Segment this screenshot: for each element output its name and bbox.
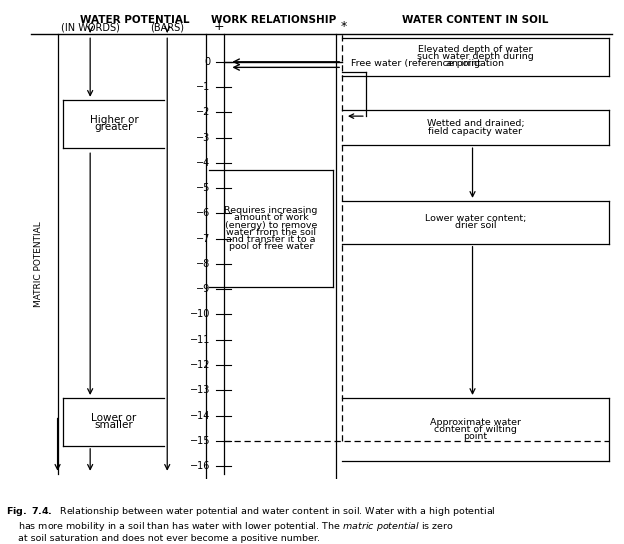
Text: −9: −9 — [197, 284, 210, 294]
Text: −1: −1 — [197, 82, 210, 92]
Text: +: + — [213, 20, 224, 33]
Text: Lower water content;: Lower water content; — [425, 214, 526, 223]
Text: greater: greater — [95, 122, 133, 132]
Text: −5: −5 — [196, 183, 210, 193]
Text: (IN WORDS): (IN WORDS) — [61, 23, 120, 33]
Text: −10: −10 — [190, 310, 210, 319]
Text: WATER POTENTIAL: WATER POTENTIAL — [80, 15, 189, 25]
Text: amount of work: amount of work — [233, 213, 308, 222]
Text: WORK RELATIONSHIP: WORK RELATIONSHIP — [212, 15, 336, 25]
Text: WATER CONTENT IN SOIL: WATER CONTENT IN SOIL — [402, 15, 548, 25]
Text: −16: −16 — [190, 461, 210, 471]
Text: 0: 0 — [205, 57, 210, 67]
Text: smaller: smaller — [94, 421, 134, 430]
Text: −15: −15 — [190, 436, 210, 446]
Text: −8: −8 — [197, 259, 210, 269]
Text: $\mathbf{Fig.\ 7.4.}$  Relationship between water potential and water content in: $\mathbf{Fig.\ 7.4.}$ Relationship betwe… — [6, 505, 496, 543]
Text: Free water (reference point: Free water (reference point — [351, 59, 481, 69]
Text: −12: −12 — [190, 360, 210, 370]
Text: (energy) to remove: (energy) to remove — [225, 220, 317, 230]
Text: −4: −4 — [197, 158, 210, 168]
Text: Lower or: Lower or — [91, 413, 137, 423]
Text: point: point — [464, 432, 487, 441]
Text: Wetted and drained;: Wetted and drained; — [427, 120, 524, 128]
Text: −2: −2 — [196, 107, 210, 118]
Text: −7: −7 — [196, 234, 210, 244]
Text: −6: −6 — [197, 208, 210, 218]
Text: *: * — [340, 20, 346, 33]
Text: −13: −13 — [190, 385, 210, 395]
Text: Requires increasing: Requires increasing — [224, 206, 318, 215]
Text: MATRIC POTENTIAL: MATRIC POTENTIAL — [34, 221, 42, 307]
Text: pool of free water: pool of free water — [229, 242, 313, 251]
Text: Approximate water: Approximate water — [430, 418, 521, 427]
Text: such water depth during: such water depth during — [417, 52, 534, 61]
Text: −14: −14 — [190, 411, 210, 421]
Text: and transfer it to a: and transfer it to a — [227, 234, 316, 244]
Text: Higher or: Higher or — [89, 115, 139, 125]
Text: field capacity water: field capacity water — [429, 127, 522, 135]
Text: (BARS): (BARS) — [150, 23, 184, 33]
Text: −11: −11 — [190, 335, 210, 345]
Text: Elevated depth of water: Elevated depth of water — [418, 45, 533, 54]
Text: content of wilting: content of wilting — [434, 425, 517, 434]
Text: drier soil: drier soil — [455, 221, 496, 230]
Text: −3: −3 — [197, 133, 210, 143]
Text: water from the soil: water from the soil — [226, 227, 316, 237]
Text: an irrigation: an irrigation — [447, 59, 504, 69]
